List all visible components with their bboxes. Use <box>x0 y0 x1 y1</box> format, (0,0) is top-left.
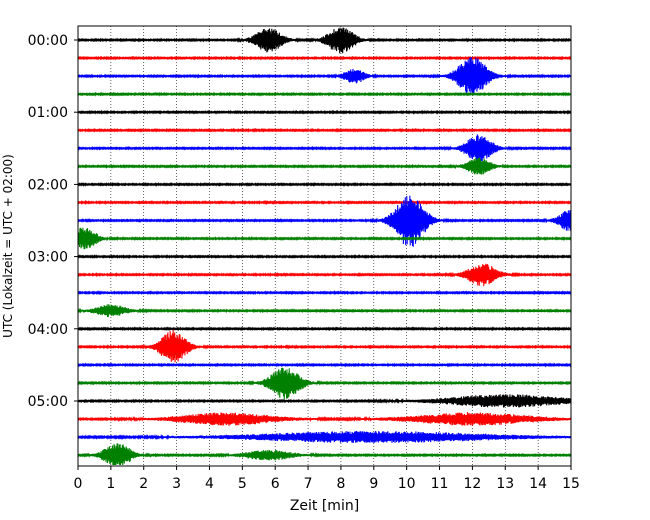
seismogram-traces <box>77 27 572 466</box>
y-tick-label: 01:00 <box>28 105 68 121</box>
x-tick-label: 3 <box>172 476 181 492</box>
trace-line <box>77 134 572 162</box>
x-tick-label: 12 <box>463 476 481 492</box>
trace-line <box>77 330 572 363</box>
y-tick-label: 00:00 <box>28 33 68 49</box>
x-tick-label: 0 <box>74 476 83 492</box>
trace-line <box>77 253 572 260</box>
x-tick-label: 13 <box>496 476 514 492</box>
trace-line <box>77 394 572 408</box>
trace-line <box>77 289 572 296</box>
trace-line <box>77 27 572 54</box>
plot-frame <box>77 25 572 467</box>
trace-line <box>77 430 572 443</box>
trace-line <box>77 199 572 206</box>
x-tick-label: 15 <box>562 476 580 492</box>
grid-lines <box>110 26 539 466</box>
x-tick-label: 14 <box>529 476 547 492</box>
x-tick-label: 6 <box>271 476 280 492</box>
trace-line <box>77 91 572 97</box>
x-tick-label: 9 <box>369 476 378 492</box>
trace-line <box>77 181 572 188</box>
x-tick-label: 10 <box>398 476 416 492</box>
trace-line <box>77 362 572 368</box>
trace-line <box>77 127 572 133</box>
x-tick-label: 11 <box>431 476 449 492</box>
trace-line <box>77 263 572 287</box>
trace-line <box>77 227 572 250</box>
x-tick-label: 7 <box>304 476 313 492</box>
y-tick-label: 02:00 <box>28 177 68 193</box>
x-tick-label: 8 <box>336 476 345 492</box>
trace-line <box>77 157 572 175</box>
trace-line <box>77 412 572 426</box>
trace-line <box>77 109 572 116</box>
trace-line <box>77 367 572 400</box>
x-axis-label: Zeit [min] <box>290 498 359 514</box>
trace-line <box>77 57 572 95</box>
trace-line <box>77 304 572 318</box>
y-tick-label: 03:00 <box>28 250 68 266</box>
trace-line <box>77 195 572 247</box>
y-axis-ticks: 00:00 01:00 02:00 03:00 04:00 05:00 <box>28 33 78 410</box>
y-axis-label: UTC (Lokalzeit = UTC + 02:00) <box>1 154 15 338</box>
x-axis-ticks: 0 1 2 3 4 5 6 7 8 9 10 11 12 13 14 15 <box>74 466 580 492</box>
y-tick-label: 04:00 <box>28 322 68 338</box>
trace-line <box>77 443 572 466</box>
trace-line <box>77 326 572 332</box>
x-tick-label: 2 <box>139 476 148 492</box>
x-tick-label: 1 <box>106 476 115 492</box>
x-tick-label: 5 <box>238 476 247 492</box>
trace-line <box>77 55 572 61</box>
x-tick-label: 4 <box>205 476 214 492</box>
y-tick-label: 05:00 <box>28 394 68 410</box>
